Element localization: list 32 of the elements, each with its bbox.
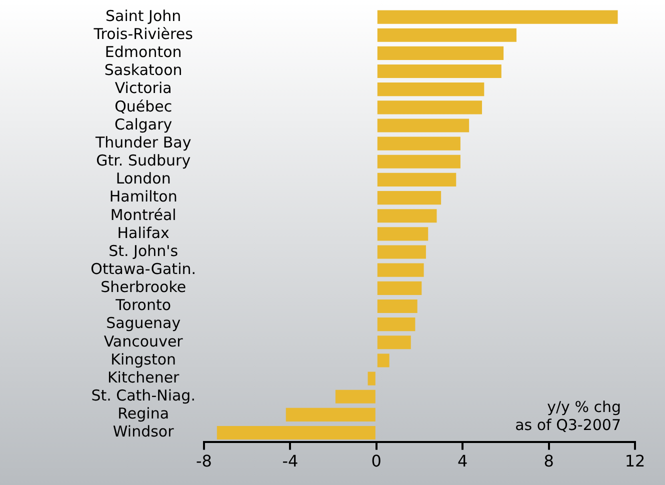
y-tick-label: Calgary <box>114 115 172 134</box>
y-tick-label: London <box>116 170 171 188</box>
x-tick-label: 0 <box>371 452 382 471</box>
x-tick-label: 8 <box>544 452 554 471</box>
y-tick-label: Sherbrooke <box>100 278 186 296</box>
x-tick-label: -4 <box>282 452 298 471</box>
y-tick-label: Saint John <box>106 6 182 25</box>
y-tick-label: Saguenay <box>106 314 181 332</box>
annotation: y/y % chg <box>547 398 621 416</box>
y-tick-label: Thunder Bay <box>94 133 192 152</box>
y-tick-label: Ottawa-Gatin. <box>90 260 196 278</box>
y-tick-label: Edmonton <box>104 43 182 62</box>
annotation: as of Q3-2007 <box>515 416 621 434</box>
y-tick-label: Kingston <box>110 350 176 368</box>
y-tick-label: Regina <box>118 404 170 423</box>
y-tick-label: Gtr. Sudbury <box>96 152 191 170</box>
x-tick-label: 4 <box>458 452 468 471</box>
y-tick-label: St. Cath-Niag. <box>91 386 196 405</box>
x-tick-label: -8 <box>196 452 212 471</box>
y-tick-label: Vancouver <box>104 332 184 350</box>
y-tick-label: Québec <box>114 97 172 116</box>
y-tick-label: St. John's <box>108 242 178 260</box>
y-tick-label: Victoria <box>114 79 172 98</box>
y-tick-label: Montréal <box>110 206 176 224</box>
y-tick-label: Windsor <box>112 422 175 441</box>
y-tick-label: Kitchener <box>107 368 180 386</box>
y-tick-label: Trois-Rivières <box>92 25 194 44</box>
y-tick-label: Saskatoon <box>104 61 182 80</box>
y-tick-label: Hamilton <box>109 188 178 206</box>
y-tick-label: Halifax <box>117 224 170 242</box>
x-tick-label: 12 <box>624 452 646 471</box>
y-tick-label: Toronto <box>114 296 172 314</box>
